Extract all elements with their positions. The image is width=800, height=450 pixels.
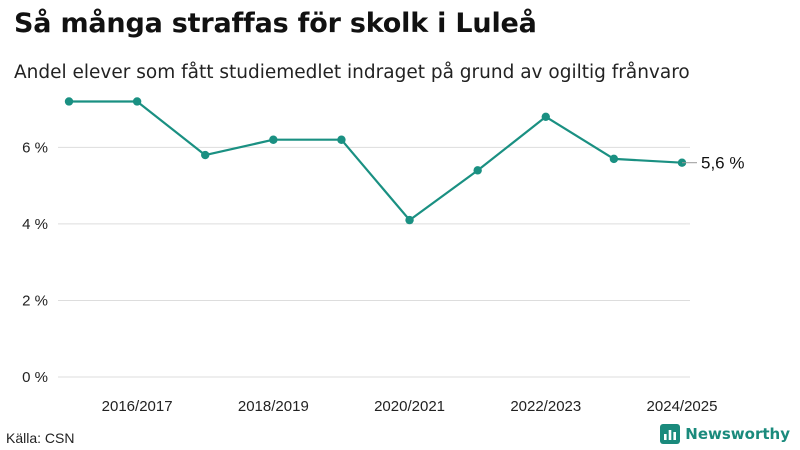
x-tick-label: 2020/2021 bbox=[374, 398, 445, 415]
series-luleå bbox=[64, 97, 687, 225]
x-tick-label: 2022/2023 bbox=[510, 398, 581, 415]
source-note: Källa: CSN bbox=[6, 430, 75, 446]
line-chart: 0 % 2 % 4 % 6 % 2016/2017 2018/2019 2020/2021… bbox=[22, 97, 744, 415]
y-tick-label: 2 % bbox=[22, 292, 48, 309]
brand-name: Newsworthy bbox=[685, 425, 790, 443]
series-line bbox=[69, 100, 683, 222]
end-value-label: 5,6 % bbox=[701, 154, 744, 173]
gridlines bbox=[58, 146, 690, 378]
y-tick-label: 0 % bbox=[22, 369, 48, 386]
data-point[interactable] bbox=[541, 112, 550, 121]
data-point[interactable] bbox=[337, 135, 346, 144]
x-tick-label: 2016/2017 bbox=[102, 398, 173, 415]
data-point[interactable] bbox=[405, 215, 414, 225]
data-point[interactable] bbox=[132, 97, 142, 106]
newsworthy-logo-icon bbox=[660, 424, 681, 444]
chart-subtitle: Andel elever som fått studiemedlet indra… bbox=[14, 62, 690, 83]
data-point[interactable] bbox=[64, 97, 74, 106]
data-point[interactable] bbox=[473, 166, 482, 175]
x-tick-label: 2024/2025 bbox=[647, 398, 718, 415]
data-point[interactable] bbox=[609, 154, 619, 164]
y-axis-ticks: 0 % 2 % 4 % 6 % bbox=[22, 139, 48, 386]
chart-title: Så många straffas för skolk i Luleå bbox=[14, 8, 537, 39]
brand-logo[interactable]: Newsworthy bbox=[660, 424, 790, 444]
x-axis-ticks: 2016/2017 2018/2019 2020/2021 2022/2023 2024… bbox=[102, 398, 718, 415]
x-tick-label: 2018/2019 bbox=[238, 398, 309, 415]
end-label-group: 5,6 % bbox=[682, 154, 744, 173]
y-tick-label: 6 % bbox=[22, 139, 48, 156]
data-point[interactable] bbox=[269, 135, 278, 144]
data-point[interactable] bbox=[201, 150, 210, 160]
y-tick-label: 4 % bbox=[22, 216, 48, 233]
